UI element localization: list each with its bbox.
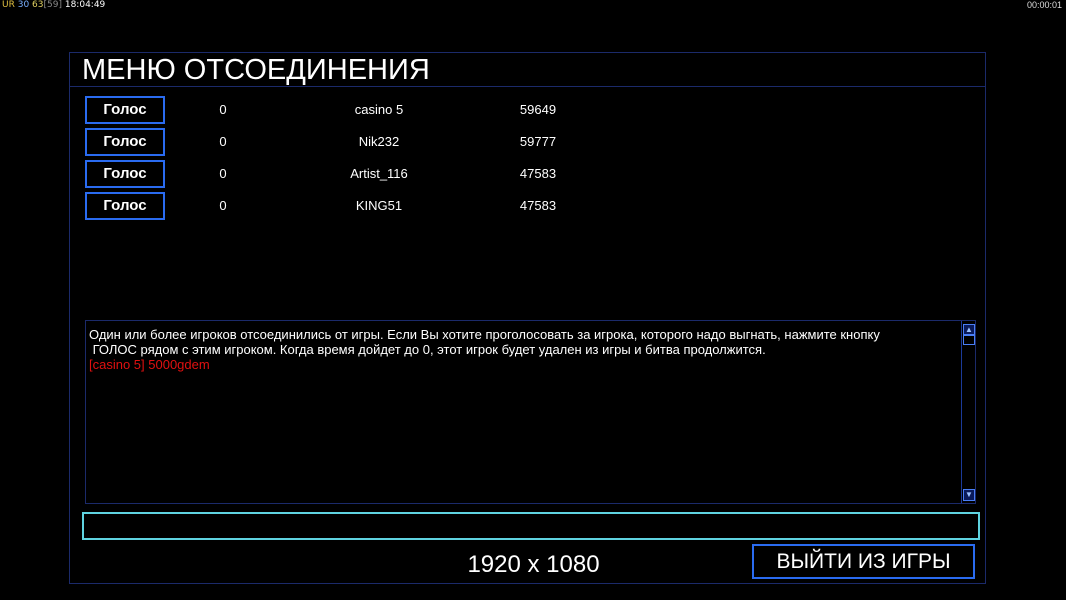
hud-value-1: 30 (17, 0, 30, 10)
disconnect-menu-panel: МЕНЮ ОТСОЕДИНЕНИЯ Голос 0 casino 5 59649… (69, 52, 986, 584)
scroll-thumb[interactable] (963, 334, 975, 345)
player-id: 47583 (519, 166, 557, 181)
player-name: casino 5 (354, 102, 404, 117)
player-id: 59649 (519, 102, 557, 117)
player-row: Голос 0 Nik232 59777 (70, 128, 670, 156)
elapsed-clock: 00:00:01 (1026, 0, 1062, 10)
scroll-up-arrow-icon[interactable]: ▲ (963, 324, 975, 336)
exit-game-button[interactable]: ВЫЙТИ ИЗ ИГРЫ (752, 544, 975, 579)
vote-count: 0 (219, 102, 227, 117)
chat-message: [casino 5] 5000gdem (89, 357, 210, 372)
vote-button[interactable]: Голос (85, 192, 165, 220)
scroll-down-arrow-icon[interactable]: ▼ (963, 489, 975, 501)
player-row: Голос 0 KING51 47583 (70, 192, 670, 220)
vote-count: 0 (219, 198, 227, 213)
hud-status: UR 30 63[59] 18:04:49 (2, 0, 105, 10)
resolution-label: 1920 x 1080 (467, 551, 600, 578)
hud-time: 18:04:49 (64, 0, 106, 10)
player-id: 59777 (519, 134, 557, 149)
player-name: KING51 (355, 198, 403, 213)
player-name: Nik232 (358, 134, 400, 149)
hud-value-3: [59] (43, 0, 62, 10)
vote-button[interactable]: Голос (85, 96, 165, 124)
player-name: Artist_116 (350, 166, 408, 181)
hud-value-2: 63 (32, 0, 44, 10)
divider (70, 86, 985, 87)
player-id: 47583 (519, 198, 557, 213)
info-message: ГОЛОС рядом с этим игроком. Когда время … (89, 342, 766, 357)
vote-button[interactable]: Голос (85, 128, 165, 156)
info-message: Один или более игроков отсоединились от … (89, 327, 880, 342)
hud-label: UR (2, 0, 15, 10)
vote-count: 0 (219, 166, 227, 181)
player-row: Голос 0 casino 5 59649 (70, 96, 670, 124)
player-row: Голос 0 Artist_116 47583 (70, 160, 670, 188)
vote-count: 0 (219, 134, 227, 149)
chat-input[interactable] (82, 512, 980, 540)
page-title: МЕНЮ ОТСОЕДИНЕНИЯ (82, 54, 430, 86)
scrollbar[interactable]: ▲ ▼ (961, 321, 975, 503)
vote-button[interactable]: Голос (85, 160, 165, 188)
message-log: Один или более игроков отсоединились от … (85, 320, 976, 504)
